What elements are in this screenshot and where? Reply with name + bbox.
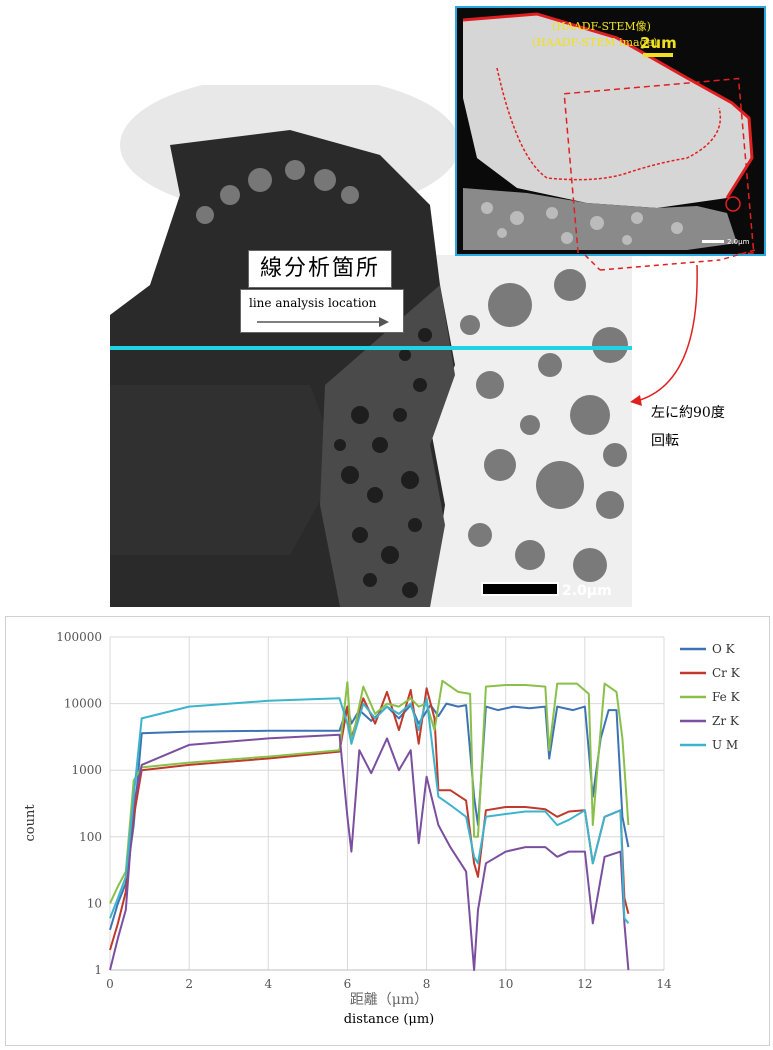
y-tick-label: 100000 (56, 630, 102, 644)
x-axis-label-en: distance (μm) (344, 1012, 435, 1027)
series-line-o-k (109, 702, 630, 931)
y-tick-label: 100 (79, 830, 102, 844)
series-line-fe-k (109, 679, 630, 904)
legend-label: Zr K (712, 714, 740, 728)
inset-title-en: (HAADF-STEM image) (532, 36, 657, 49)
x-tick-label: 2 (185, 977, 193, 991)
y-tick-label: 10 (87, 896, 102, 910)
x-tick-label: 0 (106, 977, 114, 991)
line-analysis-location-en-box: line analysis location (240, 289, 404, 333)
series-line-u-m (109, 697, 630, 925)
series-line-zr-k (109, 733, 630, 971)
line-analysis-location-en: line analysis location (249, 296, 377, 310)
legend-label: U M (712, 738, 738, 752)
rotation-note-line2: 回転 (651, 433, 679, 449)
chart-svg: 1 10 100 1000 10000 100000 0 2 4 6 8 10 12 14 O K Cr K… (23, 630, 741, 1027)
inset-title-jp: (HAADF-STEM像) (552, 20, 651, 33)
legend-label: O K (712, 642, 736, 656)
line-analysis-location-jp: 線分析箇所 (248, 250, 392, 288)
series-line-cr-k (109, 687, 630, 951)
x-tick-label: 10 (498, 977, 513, 991)
y-tick-label: 1 (94, 963, 102, 977)
x-tick-label: 8 (423, 977, 431, 991)
x-tick-label: 6 (344, 977, 352, 991)
rotation-arrow-icon (630, 395, 642, 406)
x-tick-label: 14 (656, 977, 672, 991)
rotation-note-line1: 左に約90度 (651, 405, 725, 421)
inset-scalebar-label: 2um (640, 34, 677, 52)
x-axis-label: 距離（μm） (350, 991, 428, 1008)
y-tick-label: 1000 (71, 763, 102, 777)
connector-overlay (584, 249, 756, 406)
y-tick-label: 10000 (64, 697, 102, 711)
inset-stem-image: (HAADF-STEM像) (HAADF-STEM image) 2um 2.0… (455, 6, 766, 269)
inset-scalebar-bar (643, 53, 673, 57)
inset-small-scalebar: 2.0μm (727, 238, 750, 246)
line-profile-chart: 1 10 100 1000 10000 100000 0 2 4 6 8 10 12 14 O K Cr K… (5, 616, 770, 1046)
legend-label: Fe K (712, 690, 741, 704)
main-scalebar-bar (481, 582, 559, 596)
x-tick-label: 4 (264, 977, 272, 991)
y-axis-label: count (23, 804, 38, 842)
x-tick-label: 12 (577, 977, 592, 991)
main-scalebar-label: 2.0μm (562, 583, 612, 599)
legend-label: Cr K (712, 666, 741, 680)
direction-arrow-icon (257, 317, 389, 327)
